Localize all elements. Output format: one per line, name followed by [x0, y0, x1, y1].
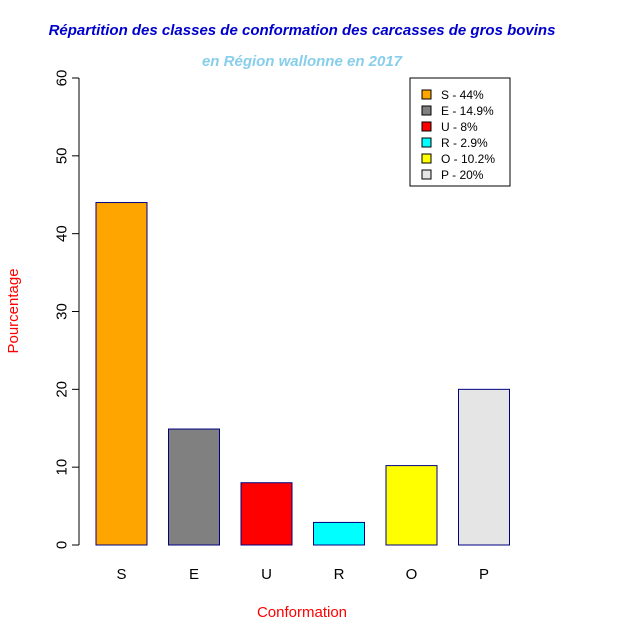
bar-R — [313, 521, 365, 546]
legend-entry: O - 10.2% — [441, 152, 495, 166]
y-tick-label: 30 — [54, 303, 71, 320]
legend-entry: E - 14.9% — [441, 104, 494, 118]
legend-swatch-R — [421, 137, 432, 148]
y-tick-label: 20 — [54, 381, 71, 398]
x-tick-label: O — [406, 566, 418, 583]
legend-entry: U - 8% — [441, 120, 478, 134]
y-axis: 0 10 20 30 40 50 60 — [54, 70, 80, 549]
x-axis-label: Conformation — [257, 604, 347, 621]
legend-swatch-O — [421, 153, 432, 164]
legend-swatch-E — [421, 105, 432, 116]
bar-O — [385, 465, 438, 546]
bar-S — [95, 202, 148, 546]
x-tick-label: U — [261, 566, 272, 583]
y-tick-label: 40 — [54, 225, 71, 242]
bar-E — [168, 428, 220, 546]
bar-P — [458, 388, 510, 546]
y-tick-label: 60 — [54, 70, 71, 87]
chart-subtitle: en Région wallonne en 2017 — [202, 53, 403, 70]
legend-entry: P - 20% — [441, 168, 484, 182]
x-tick-label: P — [479, 566, 489, 583]
legend: S - 44% E - 14.9% U - 8% R - 2.9% O - 10.2% P… — [409, 77, 511, 187]
bars-group — [95, 202, 510, 546]
y-tick-label: 50 — [54, 147, 71, 164]
y-tick-label: 10 — [54, 459, 71, 476]
legend-swatch-S — [421, 89, 432, 100]
y-tick-label: 0 — [54, 541, 71, 549]
x-tick-label: S — [116, 566, 126, 583]
y-axis-label: Pourcentage — [5, 268, 22, 353]
x-tick-label: E — [189, 566, 199, 583]
bar-U — [240, 482, 293, 546]
legend-swatch-U — [421, 121, 432, 132]
legend-entry: R - 2.9% — [441, 136, 488, 150]
x-tick-label: R — [334, 566, 345, 583]
legend-swatch-P — [421, 169, 432, 180]
legend-box — [409, 77, 511, 187]
legend-entry: S - 44% — [441, 88, 484, 102]
chart-title: Répartition des classes de conformation … — [49, 22, 556, 39]
